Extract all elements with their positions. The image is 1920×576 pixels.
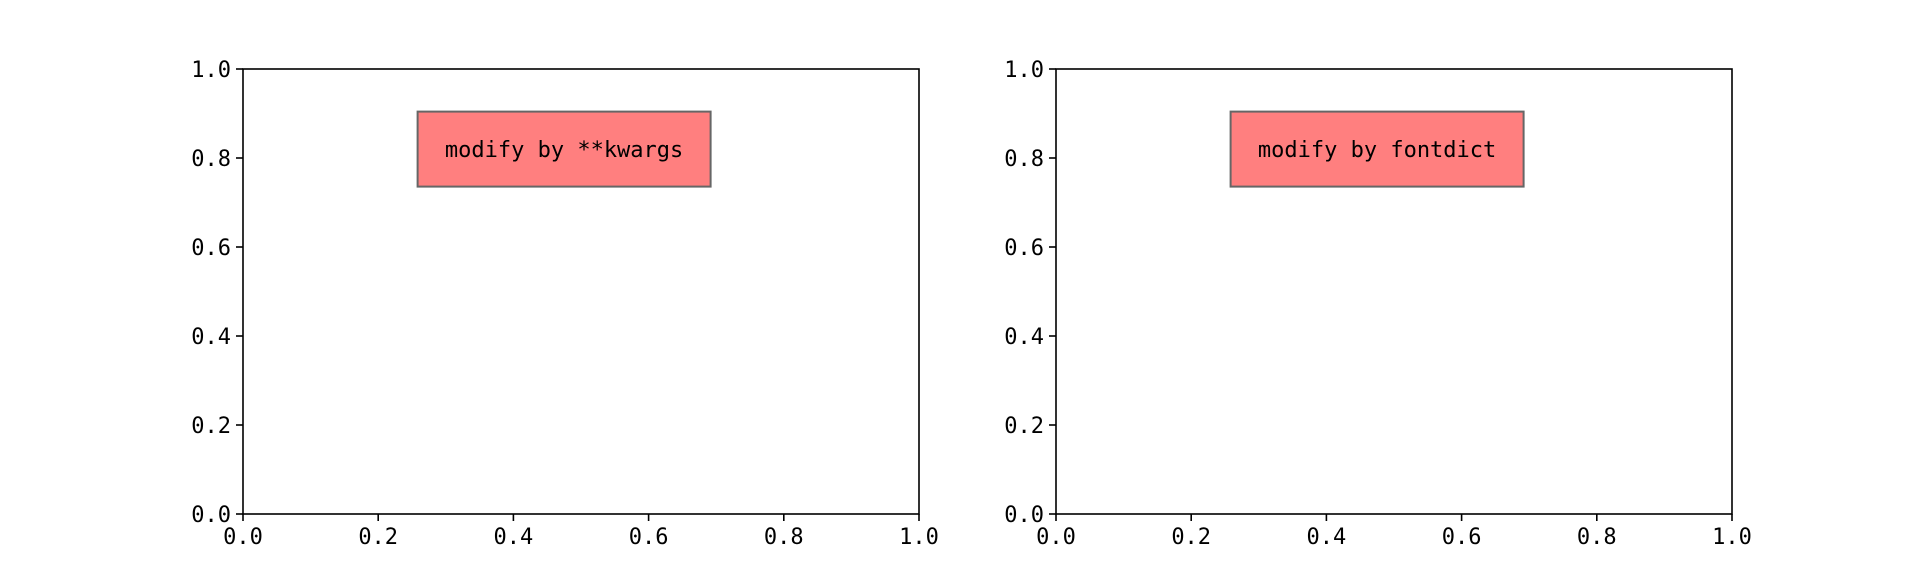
y-tick-label: 0.4 <box>191 325 231 350</box>
y-tick-label: 0.6 <box>1004 236 1044 261</box>
x-tick-label: 0.8 <box>1577 525 1617 550</box>
y-tick-label: 0.2 <box>1004 414 1044 439</box>
right-chart-axes: 0.0 0.2 0.4 0.6 0.8 1.0 0.0 0.2 0.4 0.6 0.8 1.0 modi… <box>1004 58 1752 550</box>
annotation-text: modify by **kwargs <box>445 138 683 163</box>
y-tick-label: 0.6 <box>191 236 231 261</box>
axes-frame <box>242 68 920 515</box>
annotation-box <box>416 110 712 188</box>
y-tick-label: 0.8 <box>191 147 231 172</box>
axes-frame <box>1055 68 1733 515</box>
x-tick-label: 0.2 <box>358 525 398 550</box>
left-chart-axes: 0.0 0.2 0.4 0.6 0.8 1.0 0.0 0.2 0.4 0.6 0.8 1.0 modi… <box>191 58 939 550</box>
y-tick-label: 0.8 <box>1004 147 1044 172</box>
y-tick-label: 0.2 <box>191 414 231 439</box>
x-tick-label: 0.4 <box>1307 525 1347 550</box>
annotation-text: modify by fontdict <box>1258 138 1496 163</box>
x-tick-label: 1.0 <box>899 525 939 550</box>
x-tick-label: 0.4 <box>494 525 534 550</box>
x-tick-label: 0.0 <box>223 525 263 550</box>
x-tick-label: 0.8 <box>764 525 804 550</box>
x-tick-label: 0.6 <box>629 525 669 550</box>
x-tick-label: 0.0 <box>1036 525 1076 550</box>
x-tick-label: 1.0 <box>1712 525 1752 550</box>
x-tick-label: 0.2 <box>1171 525 1211 550</box>
y-tick-label: 1.0 <box>1004 58 1044 83</box>
x-tick-label: 0.6 <box>1442 525 1482 550</box>
y-tick-label: 0.0 <box>1004 503 1044 528</box>
y-tick-label: 0.0 <box>191 503 231 528</box>
y-tick-label: 1.0 <box>191 58 231 83</box>
annotation-box <box>1229 110 1525 188</box>
y-tick-label: 0.4 <box>1004 325 1044 350</box>
